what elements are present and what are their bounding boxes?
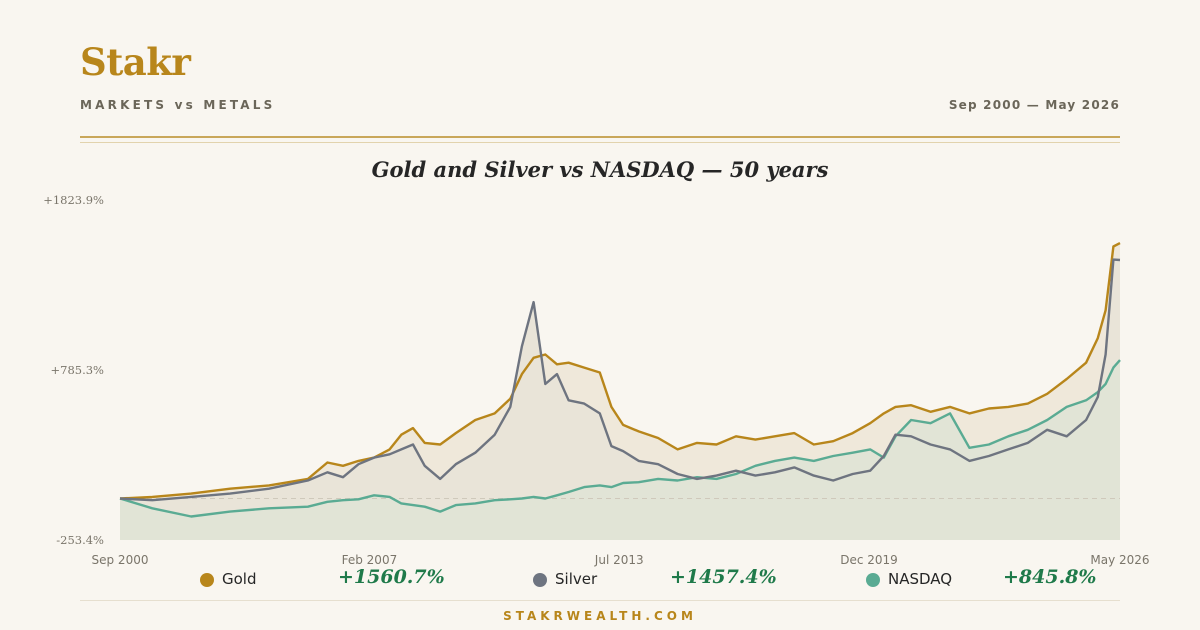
nasdaq-area — [120, 360, 1120, 540]
x-tick-label: Sep 2000 — [92, 553, 149, 567]
y-tick-label: +785.3% — [51, 363, 105, 377]
header-divider — [80, 136, 1120, 138]
legend-value-gold: +1560.7% — [338, 566, 445, 588]
series-line-nasdaq — [119, 359, 1121, 518]
date-range: Sep 2000 — May 2026 — [948, 98, 1120, 112]
legend: Gold +1560.7% Silver +1457.4% NASDAQ +84… — [0, 566, 1200, 594]
x-tick-label: Jul 2013 — [594, 553, 644, 567]
silver-area — [120, 259, 1120, 540]
legend-label-gold: Gold — [222, 570, 257, 588]
nasdaq-swatch-icon — [866, 573, 880, 587]
gold-swatch-icon — [200, 573, 214, 587]
x-tick-label: May 2026 — [1090, 553, 1149, 567]
brand-logo: Stakr — [80, 40, 191, 84]
x-tick-label: Feb 2007 — [342, 553, 398, 567]
series-line-gold — [119, 242, 1121, 500]
legend-value-nasdaq: +845.8% — [1003, 566, 1097, 588]
y-tick-label: +1823.9% — [43, 193, 104, 207]
x-tick-label: Dec 2019 — [840, 553, 898, 567]
legend-label-silver: Silver — [555, 570, 598, 588]
legend-label-nasdaq: NASDAQ — [888, 570, 953, 588]
silver-swatch-icon — [533, 573, 547, 587]
line-chart: +1823.9% +785.3% -253.4% Sep 2000 Feb 2007 Ju… — [43, 193, 1149, 567]
series-line-silver — [119, 258, 1121, 502]
footer-divider — [80, 600, 1120, 601]
footer-site: STAKRWEALTH.COM — [503, 609, 697, 623]
chart-title: Gold and Silver vs NASDAQ — 50 years — [371, 157, 829, 182]
legend-value-silver: +1457.4% — [670, 566, 777, 588]
header-divider-thin — [80, 142, 1120, 143]
page-subtitle: MARKETS vs METALS — [80, 98, 276, 112]
y-tick-label: -253.4% — [56, 533, 104, 547]
